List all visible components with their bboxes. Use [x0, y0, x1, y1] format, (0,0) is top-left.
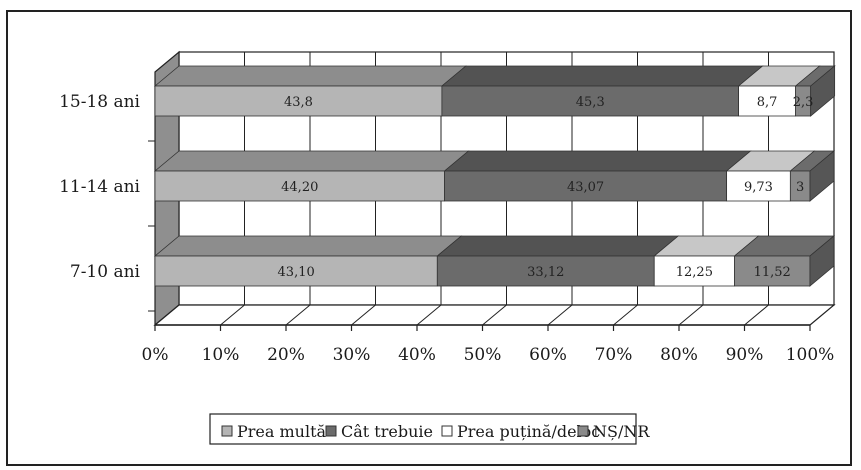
data-label: 43,07: [567, 180, 604, 195]
data-label: 44,20: [281, 180, 318, 195]
data-label: 2,3: [793, 95, 814, 110]
bar-segment-end: [809, 235, 835, 287]
bar-segment: [734, 255, 811, 287]
floor-gridline: [547, 304, 573, 326]
legend-entry: NȘ/NR: [593, 422, 650, 441]
bar-segment: [738, 85, 796, 117]
floor-gridline: [744, 304, 769, 326]
floor-gridline: [285, 304, 311, 326]
bar-segment-top: [153, 65, 467, 87]
x-tick-label: 100%: [786, 345, 835, 365]
floor-gridline: [351, 304, 376, 326]
x-tick-label: 10%: [202, 345, 240, 365]
legend-swatch: [577, 425, 589, 437]
x-tick-label: 30%: [333, 345, 371, 365]
data-label: 43,10: [278, 265, 315, 280]
bar-segment-top: [153, 235, 463, 257]
floor-gridline: [613, 304, 638, 326]
legend-swatch: [325, 425, 337, 437]
bar-segment-top: [443, 150, 752, 172]
floor-gridline: [482, 304, 507, 326]
data-label: 3: [796, 180, 804, 195]
bar-segment: [154, 170, 445, 202]
bar-segment: [653, 255, 735, 287]
bar-segment-end: [809, 150, 835, 202]
data-label: 8,7: [757, 95, 778, 110]
legend-entry: Prea puțină/deloc: [457, 422, 600, 441]
x-tick-label: 40%: [398, 345, 436, 365]
category-label: 7-10 ani: [70, 262, 141, 282]
data-label: 33,12: [527, 265, 564, 280]
data-label: 11,52: [754, 265, 791, 280]
data-label: 12,25: [676, 265, 713, 280]
x-tick-label: 60%: [529, 345, 567, 365]
floor-gridline: [678, 304, 704, 326]
data-label: 9,73: [744, 180, 773, 195]
floor-gridline: [220, 304, 245, 326]
bar-segment: [726, 170, 791, 202]
floor-gridline: [416, 304, 442, 326]
x-tick-label: 20%: [267, 345, 305, 365]
x-tick-label: 80%: [660, 345, 698, 365]
bar-segment-end: [810, 65, 836, 117]
legend-swatch: [441, 425, 453, 437]
legend-entry: Cât trebuie: [341, 422, 433, 441]
x-tick-label: 50%: [464, 345, 502, 365]
bar-segment-top: [153, 150, 470, 172]
category-label: 11-14 ani: [59, 177, 140, 197]
legend-box: [209, 413, 637, 445]
legend-entry: Prea multă: [237, 422, 327, 441]
x-tick-label: 90%: [726, 345, 764, 365]
legend-swatch: [221, 425, 233, 437]
category-label: 15-18 ani: [59, 92, 140, 112]
bar-segment: [436, 255, 655, 287]
x-tick-label: 0%: [142, 345, 169, 365]
bar-segment-top: [440, 65, 764, 87]
data-label: 45,3: [576, 95, 605, 110]
bar-segment: [441, 85, 740, 117]
data-label: 43,8: [284, 95, 313, 110]
bar-segment-top: [436, 235, 680, 257]
bar-segment: [444, 170, 728, 202]
x-tick-label: 70%: [595, 345, 633, 365]
